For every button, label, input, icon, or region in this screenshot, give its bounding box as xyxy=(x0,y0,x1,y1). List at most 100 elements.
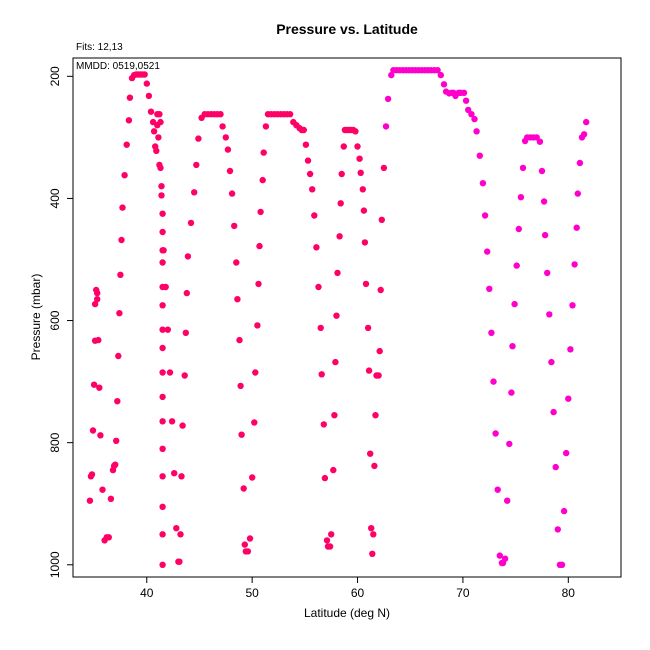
data-point xyxy=(217,111,224,118)
data-point xyxy=(193,161,200,169)
data-point xyxy=(159,302,166,309)
data-point xyxy=(187,219,195,227)
data-point xyxy=(159,393,166,401)
data-point xyxy=(159,503,166,510)
y-axis-label: Pressure (mbar) xyxy=(29,274,43,361)
data-point xyxy=(492,430,499,437)
data-point xyxy=(476,152,483,159)
data-point xyxy=(332,358,339,366)
data-point xyxy=(517,194,525,201)
data-point xyxy=(94,289,101,297)
data-point xyxy=(541,231,549,239)
data-point xyxy=(509,343,516,350)
data-point xyxy=(552,463,559,471)
data-point xyxy=(179,422,186,429)
data-point xyxy=(336,233,343,240)
data-point xyxy=(356,155,363,162)
data-point xyxy=(158,192,165,199)
data-point xyxy=(519,164,527,172)
data-point xyxy=(473,128,480,135)
data-point xyxy=(384,95,392,103)
data-point xyxy=(156,111,163,118)
data-point xyxy=(583,118,590,126)
y-tick-label: 600 xyxy=(48,310,62,330)
data-point xyxy=(434,67,441,74)
data-point xyxy=(362,280,370,288)
data-point xyxy=(558,561,566,568)
data-point xyxy=(219,123,226,130)
x-axis-label: Latitude (deg N) xyxy=(304,606,390,620)
data-point xyxy=(159,473,166,480)
data-point xyxy=(159,531,166,538)
data-point xyxy=(260,149,267,156)
data-point xyxy=(437,71,444,79)
data-point xyxy=(177,531,184,538)
data-point xyxy=(513,262,520,269)
data-point xyxy=(262,123,270,130)
data-point xyxy=(95,336,102,344)
y-tick-label: 400 xyxy=(48,188,62,208)
y-axis: 200 400 600 800 1000 xyxy=(48,66,73,578)
data-point xyxy=(147,108,155,115)
data-point xyxy=(574,190,581,197)
data-point xyxy=(155,134,162,141)
data-point xyxy=(181,372,188,379)
data-point xyxy=(370,531,377,538)
data-point xyxy=(468,111,475,118)
data-point xyxy=(508,389,515,396)
mmdd-note: MMDD: 0519,0521 xyxy=(76,61,160,72)
data-point xyxy=(162,283,169,291)
data-point xyxy=(302,141,310,148)
data-point xyxy=(241,541,248,548)
data-point xyxy=(317,324,324,332)
data-point xyxy=(158,183,165,190)
data-point xyxy=(224,146,232,153)
data-point xyxy=(166,369,174,376)
data-point xyxy=(376,347,383,355)
data-point xyxy=(96,384,103,391)
data-point xyxy=(118,236,125,244)
data-point xyxy=(340,143,347,150)
data-point xyxy=(367,450,374,457)
data-point xyxy=(571,261,578,268)
data-point xyxy=(246,535,254,542)
data-point xyxy=(506,440,513,448)
x-tick-label: 50 xyxy=(245,586,259,600)
x-axis: 40 50 60 70 80 xyxy=(140,577,575,600)
data-point xyxy=(486,285,493,292)
data-point xyxy=(328,531,335,538)
data-point xyxy=(321,474,329,482)
data-point xyxy=(567,346,574,353)
data-point xyxy=(573,224,580,231)
data-point xyxy=(107,495,115,502)
data-point xyxy=(228,190,236,197)
data-point xyxy=(99,486,106,493)
data-point xyxy=(176,558,183,565)
data-point xyxy=(481,212,489,219)
data-point xyxy=(306,170,314,178)
data-point xyxy=(178,473,185,480)
data-point xyxy=(183,289,190,297)
data-point xyxy=(168,418,176,425)
data-point xyxy=(318,371,325,378)
data-point xyxy=(159,228,166,236)
data-point xyxy=(371,462,378,470)
data-point xyxy=(97,432,104,439)
data-point xyxy=(313,244,320,251)
x-tick-label: 70 xyxy=(456,586,470,600)
data-point xyxy=(357,169,364,176)
data-point xyxy=(143,80,150,87)
data-point xyxy=(119,204,126,211)
data-point xyxy=(145,92,153,100)
data-point xyxy=(182,329,189,336)
data-point xyxy=(113,437,120,444)
data-point xyxy=(159,259,166,266)
data-point xyxy=(378,216,385,223)
data-point xyxy=(359,186,366,193)
data-point xyxy=(496,552,503,559)
data-point xyxy=(105,534,113,541)
data-point xyxy=(501,555,509,562)
data-point xyxy=(375,372,382,379)
data-point xyxy=(369,550,376,557)
